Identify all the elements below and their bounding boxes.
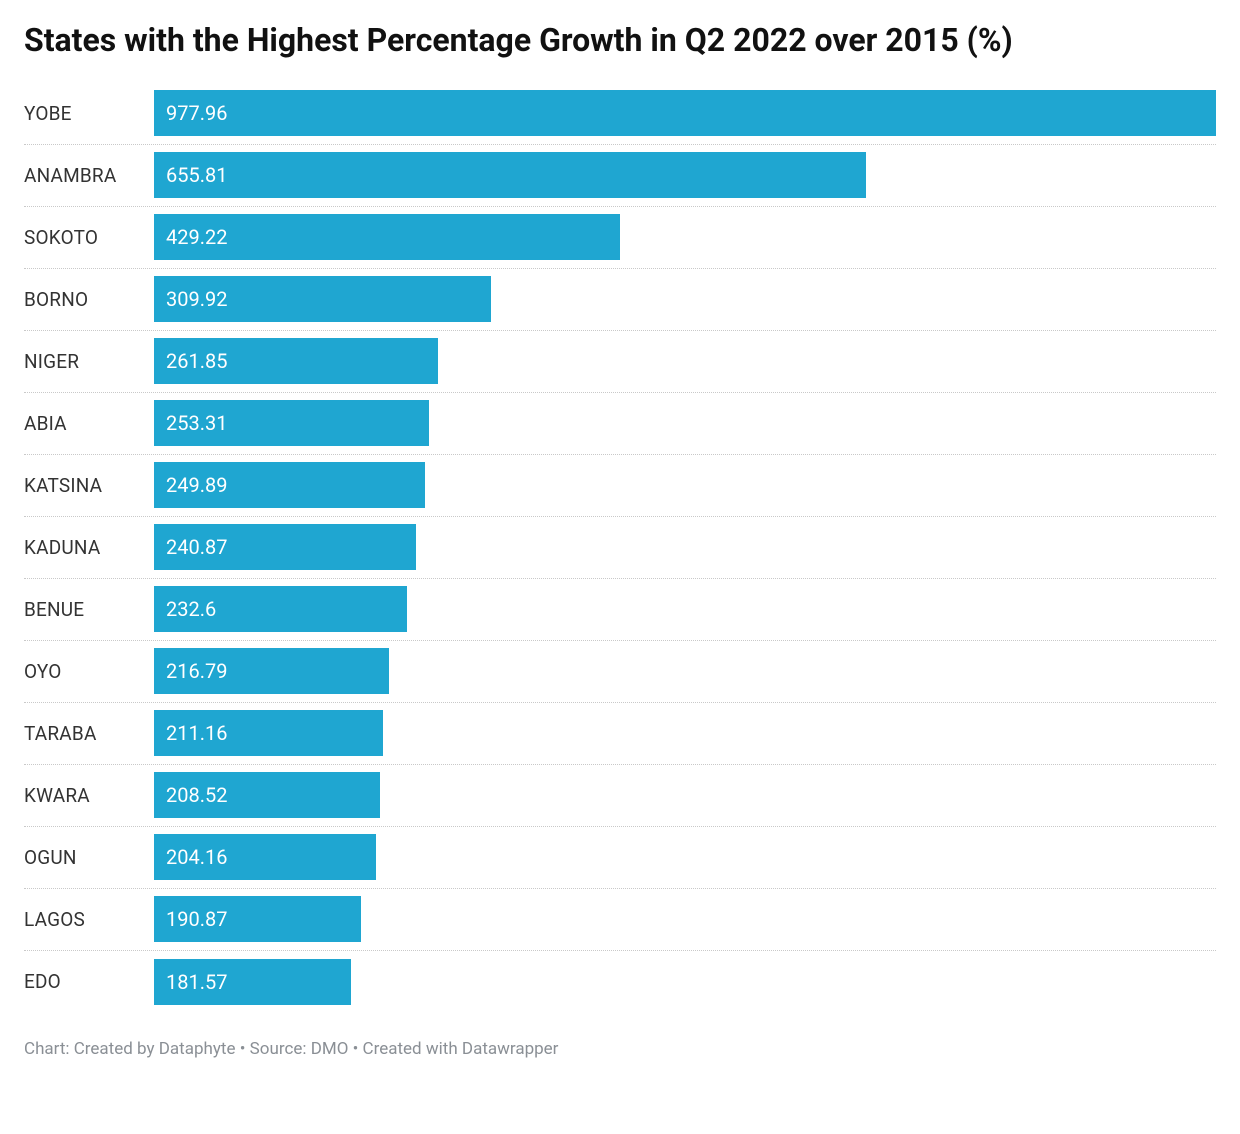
bar: 216.79 (154, 648, 389, 694)
bar: 190.87 (154, 896, 361, 942)
bar: 429.22 (154, 214, 620, 260)
bar: 232.6 (154, 586, 407, 632)
chart-footer: Chart: Created by Dataphyte • Source: DM… (24, 1039, 1216, 1059)
category-label: KADUNA (24, 536, 154, 559)
bar-track: 232.6 (154, 586, 1216, 632)
bar-value-label: 181.57 (166, 970, 227, 994)
chart-row: LAGOS 190.87 (24, 889, 1216, 951)
bar-value-label: 429.22 (166, 225, 227, 249)
chart-row: ANAMBRA 655.81 (24, 145, 1216, 207)
bar-value-label: 240.87 (166, 535, 227, 559)
bar-track: 211.16 (154, 710, 1216, 756)
bar-value-label: 309.92 (166, 287, 227, 311)
bar-value-label: 190.87 (166, 907, 227, 931)
bar-chart: YOBE 977.96 ANAMBRA 655.81 SOKOTO 429.22 BORNO… (24, 83, 1216, 1013)
category-label: ANAMBRA (24, 164, 154, 187)
category-label: BORNO (24, 288, 154, 311)
bar-value-label: 232.6 (166, 597, 216, 621)
bar: 181.57 (154, 959, 351, 1005)
category-label: KWARA (24, 784, 154, 807)
chart-row: EDO 181.57 (24, 951, 1216, 1013)
bar: 211.16 (154, 710, 383, 756)
bar-value-label: 261.85 (166, 349, 227, 373)
bar: 261.85 (154, 338, 438, 384)
category-label: OGUN (24, 846, 154, 869)
bar-value-label: 208.52 (166, 783, 227, 807)
bar-track: 204.16 (154, 834, 1216, 880)
bar-track: 181.57 (154, 959, 1216, 1005)
category-label: BENUE (24, 598, 154, 621)
bar-value-label: 253.31 (166, 411, 227, 435)
chart-title: States with the Highest Percentage Growt… (24, 20, 1216, 61)
bar: 309.92 (154, 276, 491, 322)
bar-track: 240.87 (154, 524, 1216, 570)
bar-track: 655.81 (154, 152, 1216, 198)
category-label: OYO (24, 660, 154, 683)
bar-value-label: 211.16 (166, 721, 227, 745)
bar-value-label: 977.96 (166, 101, 227, 125)
chart-row: YOBE 977.96 (24, 83, 1216, 145)
bar: 208.52 (154, 772, 380, 818)
category-label: YOBE (24, 102, 154, 125)
bar: 977.96 (154, 90, 1216, 136)
bar-value-label: 655.81 (166, 163, 227, 187)
chart-row: NIGER 261.85 (24, 331, 1216, 393)
chart-row: KADUNA 240.87 (24, 517, 1216, 579)
bar: 204.16 (154, 834, 376, 880)
chart-row: BENUE 232.6 (24, 579, 1216, 641)
chart-row: KATSINA 249.89 (24, 455, 1216, 517)
category-label: EDO (24, 970, 154, 993)
bar-track: 208.52 (154, 772, 1216, 818)
bar-track: 190.87 (154, 896, 1216, 942)
chart-row: BORNO 309.92 (24, 269, 1216, 331)
bar-track: 429.22 (154, 214, 1216, 260)
chart-row: TARABA 211.16 (24, 703, 1216, 765)
bar-track: 253.31 (154, 400, 1216, 446)
chart-row: ABIA 253.31 (24, 393, 1216, 455)
chart-row: KWARA 208.52 (24, 765, 1216, 827)
bar-track: 249.89 (154, 462, 1216, 508)
bar-value-label: 204.16 (166, 845, 227, 869)
category-label: TARABA (24, 722, 154, 745)
bar-track: 216.79 (154, 648, 1216, 694)
bar-value-label: 216.79 (166, 659, 227, 683)
category-label: ABIA (24, 412, 154, 435)
category-label: SOKOTO (24, 226, 154, 249)
chart-row: OYO 216.79 (24, 641, 1216, 703)
chart-row: OGUN 204.16 (24, 827, 1216, 889)
category-label: KATSINA (24, 474, 154, 497)
bar: 655.81 (154, 152, 866, 198)
bar-track: 977.96 (154, 90, 1216, 136)
category-label: LAGOS (24, 908, 154, 931)
bar: 249.89 (154, 462, 425, 508)
chart-row: SOKOTO 429.22 (24, 207, 1216, 269)
bar: 253.31 (154, 400, 429, 446)
bar: 240.87 (154, 524, 416, 570)
bar-track: 309.92 (154, 276, 1216, 322)
category-label: NIGER (24, 350, 154, 373)
bar-value-label: 249.89 (166, 473, 227, 497)
bar-track: 261.85 (154, 338, 1216, 384)
